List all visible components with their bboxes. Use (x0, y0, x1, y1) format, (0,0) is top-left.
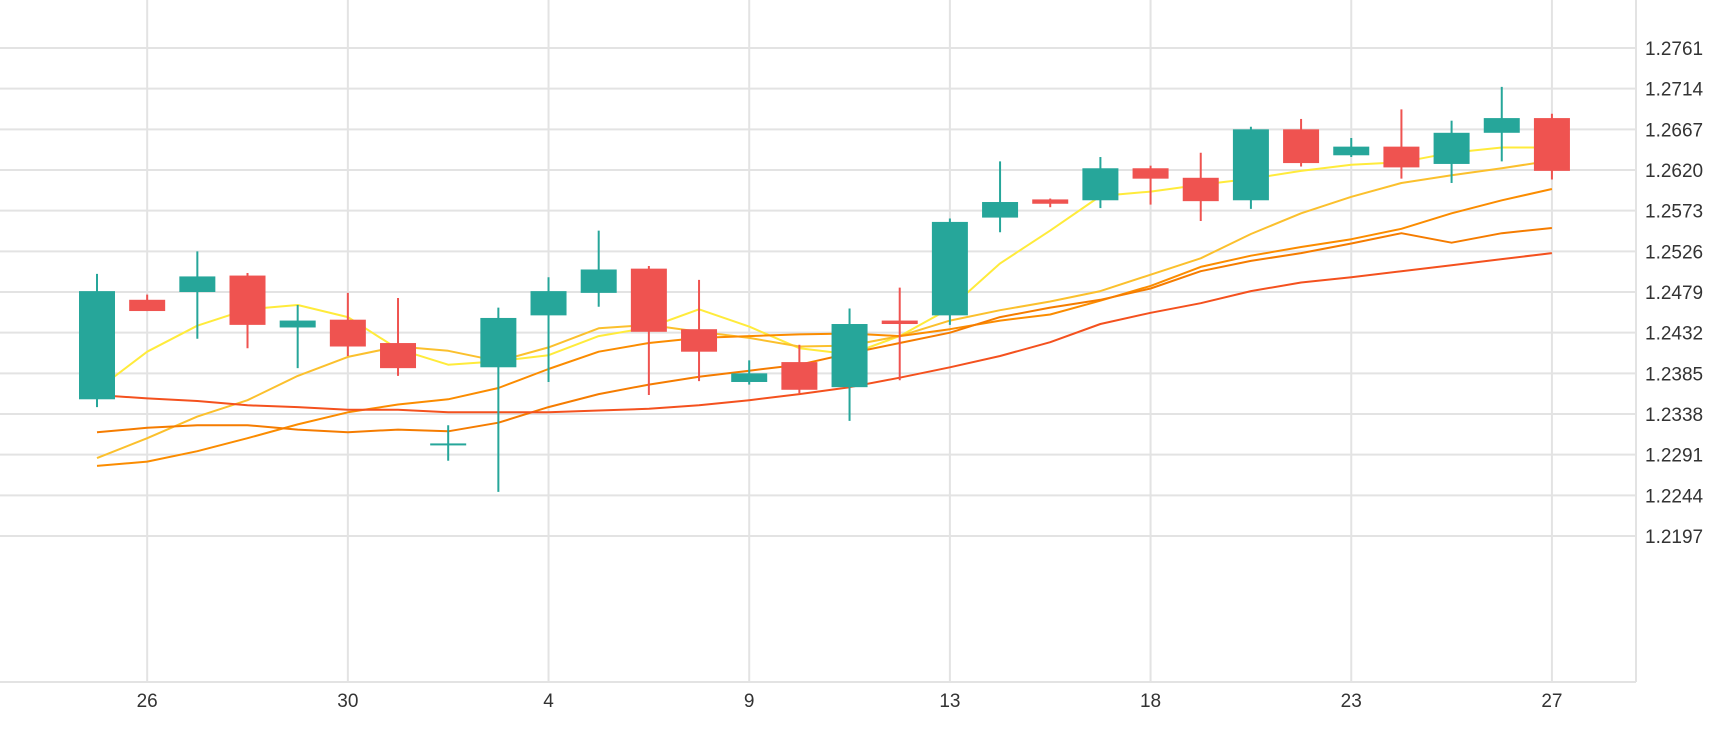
candle-up (279, 304, 316, 369)
candle-up (79, 273, 115, 408)
candle-body (731, 373, 768, 382)
candle-down (1383, 109, 1420, 179)
y-tick-label: 1.2573 (1645, 202, 1703, 223)
ma-line-4 (96, 227, 1553, 434)
candle-down (1132, 165, 1169, 205)
candle-down (1182, 152, 1219, 222)
grid (0, 0, 1637, 683)
x-tick-label: 4 (543, 691, 554, 712)
ma-line-1 (96, 146, 1552, 391)
x-tick-label: 9 (744, 691, 755, 712)
candle-body (681, 329, 718, 352)
y-tick-label: 1.2338 (1645, 405, 1703, 426)
candles (79, 86, 1570, 492)
candle-up (982, 161, 1019, 233)
x-tick-label: 26 (137, 691, 158, 712)
candle-down (129, 294, 166, 312)
candle-up (831, 308, 868, 421)
candle-up (1483, 86, 1520, 162)
y-tick-label: 1.2244 (1645, 486, 1704, 507)
y-tick-label: 1.2761 (1645, 39, 1703, 60)
y-tick-label: 1.2479 (1645, 283, 1703, 304)
x-tick-label: 23 (1341, 691, 1362, 712)
candle-up (1082, 157, 1119, 209)
candle-body (1132, 168, 1169, 179)
candle-body (931, 221, 968, 316)
candle-body (831, 324, 868, 388)
candle-body (580, 269, 617, 293)
moving-average-lines (96, 146, 1553, 467)
candle-body (1283, 129, 1320, 164)
x-tick-label: 18 (1140, 691, 1161, 712)
y-tick-label: 1.2620 (1645, 161, 1703, 182)
candle-body (480, 317, 517, 368)
candle-body (630, 268, 667, 332)
candle-down (380, 298, 417, 376)
candle-body (1533, 118, 1570, 171)
candle-down (881, 287, 918, 381)
axes: 1.2761 1.2714 1.2667 1.2620 1.2573 1.2526 1.24… (137, 39, 1704, 712)
candle-down (681, 279, 718, 382)
candle-body (982, 202, 1019, 218)
candle-down (1283, 118, 1320, 167)
candle-body (329, 319, 366, 347)
candle-body (279, 320, 316, 328)
candle-up (480, 307, 517, 492)
candle-body (1483, 118, 1520, 133)
candle-up (731, 360, 768, 385)
candle-up (530, 277, 567, 382)
candle-body (1383, 146, 1420, 168)
candle-body (1032, 199, 1069, 204)
candle-body (229, 275, 266, 325)
candle-down (1032, 198, 1069, 208)
candle-body (380, 343, 417, 369)
candle-body (79, 291, 115, 400)
candle-body (179, 276, 216, 292)
candle-body (781, 362, 818, 390)
candle-body (530, 291, 567, 316)
candle-up (430, 425, 467, 461)
candle-body (1082, 168, 1119, 201)
candle-down (630, 266, 667, 395)
y-tick-label: 1.2385 (1645, 364, 1703, 385)
y-tick-label: 1.2197 (1645, 527, 1703, 548)
x-tick-label: 30 (337, 691, 358, 712)
candle-up (580, 230, 617, 307)
y-tick-label: 1.2432 (1645, 324, 1703, 345)
x-tick-label: 27 (1541, 691, 1562, 712)
candle-down (229, 272, 266, 349)
candle-down (781, 344, 818, 394)
candle-body (1333, 146, 1370, 156)
y-tick-label: 1.2714 (1645, 80, 1704, 101)
candle-up (1433, 120, 1470, 183)
candle-up (1232, 126, 1269, 209)
candle-body (1433, 132, 1470, 164)
y-tick-label: 1.2526 (1645, 242, 1703, 263)
ma-line-2 (96, 159, 1553, 460)
candle-up (179, 251, 216, 339)
candle-down (329, 292, 366, 357)
candle-body (1232, 129, 1269, 201)
candle-body (1182, 177, 1219, 202)
x-tick-label: 13 (939, 691, 960, 712)
candle-down (1533, 113, 1570, 180)
candle-up (1333, 137, 1370, 158)
candle-body (129, 299, 166, 312)
ma-line-3 (96, 188, 1553, 467)
ma-line-5 (96, 252, 1553, 414)
candle-body (430, 443, 467, 446)
candle-up (931, 218, 968, 325)
y-tick-label: 1.2667 (1645, 120, 1703, 141)
candle-body (881, 320, 918, 325)
y-tick-label: 1.2291 (1645, 446, 1703, 467)
